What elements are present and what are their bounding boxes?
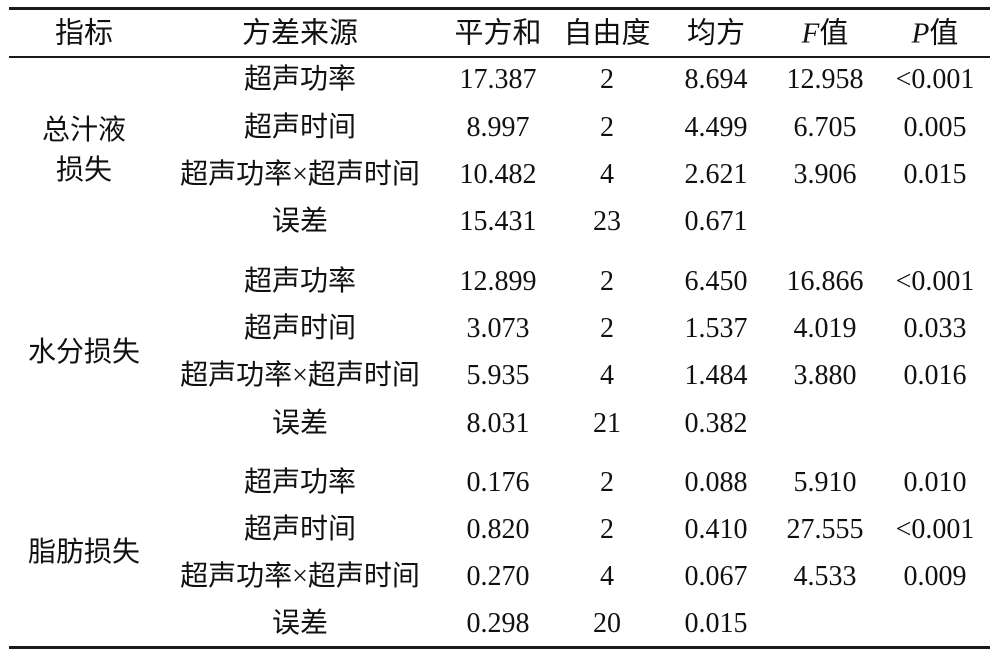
cell-df: 4 xyxy=(600,561,614,592)
cell-p: 0.005 xyxy=(903,112,967,143)
cell-ms: 1.484 xyxy=(684,360,748,391)
cell-ms: 0.067 xyxy=(684,561,748,592)
cell-source: 超声功率 xyxy=(243,64,357,95)
cell-source: 超声时间 xyxy=(243,112,357,143)
cell-source: 误差 xyxy=(271,408,329,439)
cell-f: 12.958 xyxy=(786,64,864,95)
cell-f: 3.880 xyxy=(793,360,857,391)
cell-df: 4 xyxy=(600,360,614,391)
cell-source: 超声功率×超声时间 xyxy=(180,561,420,592)
header-p-value: P值 xyxy=(911,17,959,50)
header-f-letter: F xyxy=(801,17,820,50)
header-degrees-of-freedom: 自由度 xyxy=(563,17,651,50)
cell-source: 超声时间 xyxy=(243,313,357,344)
header-rule xyxy=(9,56,990,58)
cell-p: <0.001 xyxy=(895,514,975,545)
cell-df: 2 xyxy=(600,514,614,545)
cell-f: 6.705 xyxy=(793,112,857,143)
header-f-suffix: 值 xyxy=(819,17,849,50)
group-label-line: 总汁液 xyxy=(41,115,126,146)
cell-ss: 12.899 xyxy=(459,266,537,297)
header-indicator: 指标 xyxy=(54,17,114,50)
cell-p: 0.033 xyxy=(903,313,967,344)
cell-ss: 0.820 xyxy=(466,514,530,545)
cell-source: 误差 xyxy=(271,206,329,237)
cell-df: 2 xyxy=(600,313,614,344)
cell-ss: 8.031 xyxy=(466,408,530,439)
cell-ss: 0.298 xyxy=(466,608,530,639)
cell-ss: 8.997 xyxy=(466,112,530,143)
cell-df: 2 xyxy=(600,266,614,297)
cell-f: 5.910 xyxy=(793,467,857,498)
cell-df: 2 xyxy=(600,467,614,498)
bottom-rule xyxy=(9,646,990,649)
cell-source: 超声功率 xyxy=(243,467,357,498)
cell-ms: 0.088 xyxy=(684,467,748,498)
cell-ms: 0.015 xyxy=(684,608,748,639)
cell-ms: 6.450 xyxy=(684,266,748,297)
group-label-water-loss: 水分损失 xyxy=(27,337,140,368)
cell-f: 16.866 xyxy=(786,266,864,297)
cell-p: <0.001 xyxy=(895,64,975,95)
cell-p: 0.015 xyxy=(903,159,967,190)
cell-source: 超声功率×超声时间 xyxy=(180,159,420,190)
group-label-fat-loss: 脂肪损失 xyxy=(27,537,140,568)
cell-source: 超声功率 xyxy=(243,266,357,297)
cell-ss: 17.387 xyxy=(459,64,537,95)
cell-p: 0.010 xyxy=(903,467,967,498)
group-label-line: 损失 xyxy=(55,155,112,186)
cell-f: 4.019 xyxy=(793,313,857,344)
cell-ss: 0.270 xyxy=(466,561,530,592)
cell-ms: 4.499 xyxy=(684,112,748,143)
cell-p: 0.009 xyxy=(903,561,967,592)
cell-ss: 15.431 xyxy=(459,206,537,237)
cell-f: 3.906 xyxy=(793,159,857,190)
cell-ms: 1.537 xyxy=(684,313,748,344)
header-p-letter: P xyxy=(911,17,930,50)
cell-ms: 8.694 xyxy=(684,64,748,95)
cell-df: 2 xyxy=(600,64,614,95)
header-p-suffix: 值 xyxy=(929,17,959,50)
cell-ms: 0.671 xyxy=(684,206,748,237)
cell-df: 23 xyxy=(593,206,621,237)
cell-f: 4.533 xyxy=(793,561,857,592)
cell-p: <0.001 xyxy=(895,266,975,297)
header-f-value: F值 xyxy=(801,17,849,50)
cell-p: 0.016 xyxy=(903,360,967,391)
cell-source: 超声时间 xyxy=(243,514,357,545)
cell-ms: 0.382 xyxy=(684,408,748,439)
cell-df: 20 xyxy=(593,608,621,639)
cell-f: 27.555 xyxy=(786,514,864,545)
cell-df: 21 xyxy=(593,408,621,439)
cell-df: 4 xyxy=(600,159,614,190)
header-mean-square: 均方 xyxy=(686,17,746,50)
cell-df: 2 xyxy=(600,112,614,143)
cell-ss: 0.176 xyxy=(466,467,530,498)
top-rule xyxy=(9,7,990,10)
cell-source: 误差 xyxy=(271,608,329,639)
header-source: 方差来源 xyxy=(241,17,359,50)
cell-ss: 3.073 xyxy=(466,313,530,344)
cell-ms: 0.410 xyxy=(684,514,748,545)
group-label-total-juice-loss: 总汁液 损失 xyxy=(24,111,144,191)
cell-ms: 2.621 xyxy=(684,159,748,190)
header-sum-of-squares: 平方和 xyxy=(454,17,542,50)
cell-source: 超声功率×超声时间 xyxy=(180,360,420,391)
cell-ss: 5.935 xyxy=(466,360,530,391)
cell-ss: 10.482 xyxy=(459,159,537,190)
